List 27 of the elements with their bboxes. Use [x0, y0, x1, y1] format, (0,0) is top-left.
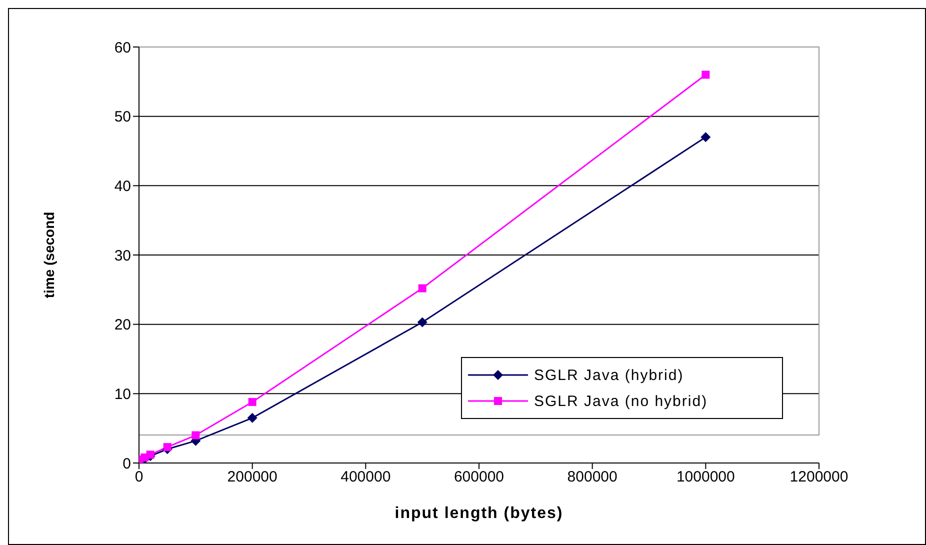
point — [146, 450, 154, 459]
x-tick-label: 400000 — [340, 468, 391, 486]
legend-label: SGLR Java (hybrid) — [534, 366, 684, 384]
point — [163, 443, 172, 452]
y-tick-label: 50 — [114, 108, 131, 126]
y-tick-label: 20 — [114, 316, 131, 334]
y-tick-label: 10 — [114, 386, 131, 403]
x-tick-label: 200000 — [227, 468, 278, 486]
point — [702, 70, 710, 79]
legend-label: SGLR Java (no hybrid) — [534, 392, 708, 410]
y-axis-title: time (second — [40, 212, 57, 298]
y-tick-label: 0 — [122, 455, 131, 472]
point — [192, 431, 200, 440]
y-tick-label: 60 — [114, 39, 131, 56]
y-tick-label: 40 — [114, 178, 131, 195]
point — [700, 132, 711, 142]
x-tick-label: 1200000 — [790, 468, 848, 486]
y-tick-label: 30 — [114, 247, 131, 264]
point — [247, 412, 258, 423]
x-tick-label: 0 — [134, 468, 144, 486]
point — [417, 317, 428, 328]
x-tick-label: 600000 — [454, 468, 504, 486]
point — [248, 398, 256, 406]
x-axis-title: input length (bytes) — [394, 505, 564, 522]
x-tick-label: 1000000 — [676, 468, 735, 486]
point — [418, 284, 426, 292]
x-tick-label: 800000 — [567, 468, 618, 486]
